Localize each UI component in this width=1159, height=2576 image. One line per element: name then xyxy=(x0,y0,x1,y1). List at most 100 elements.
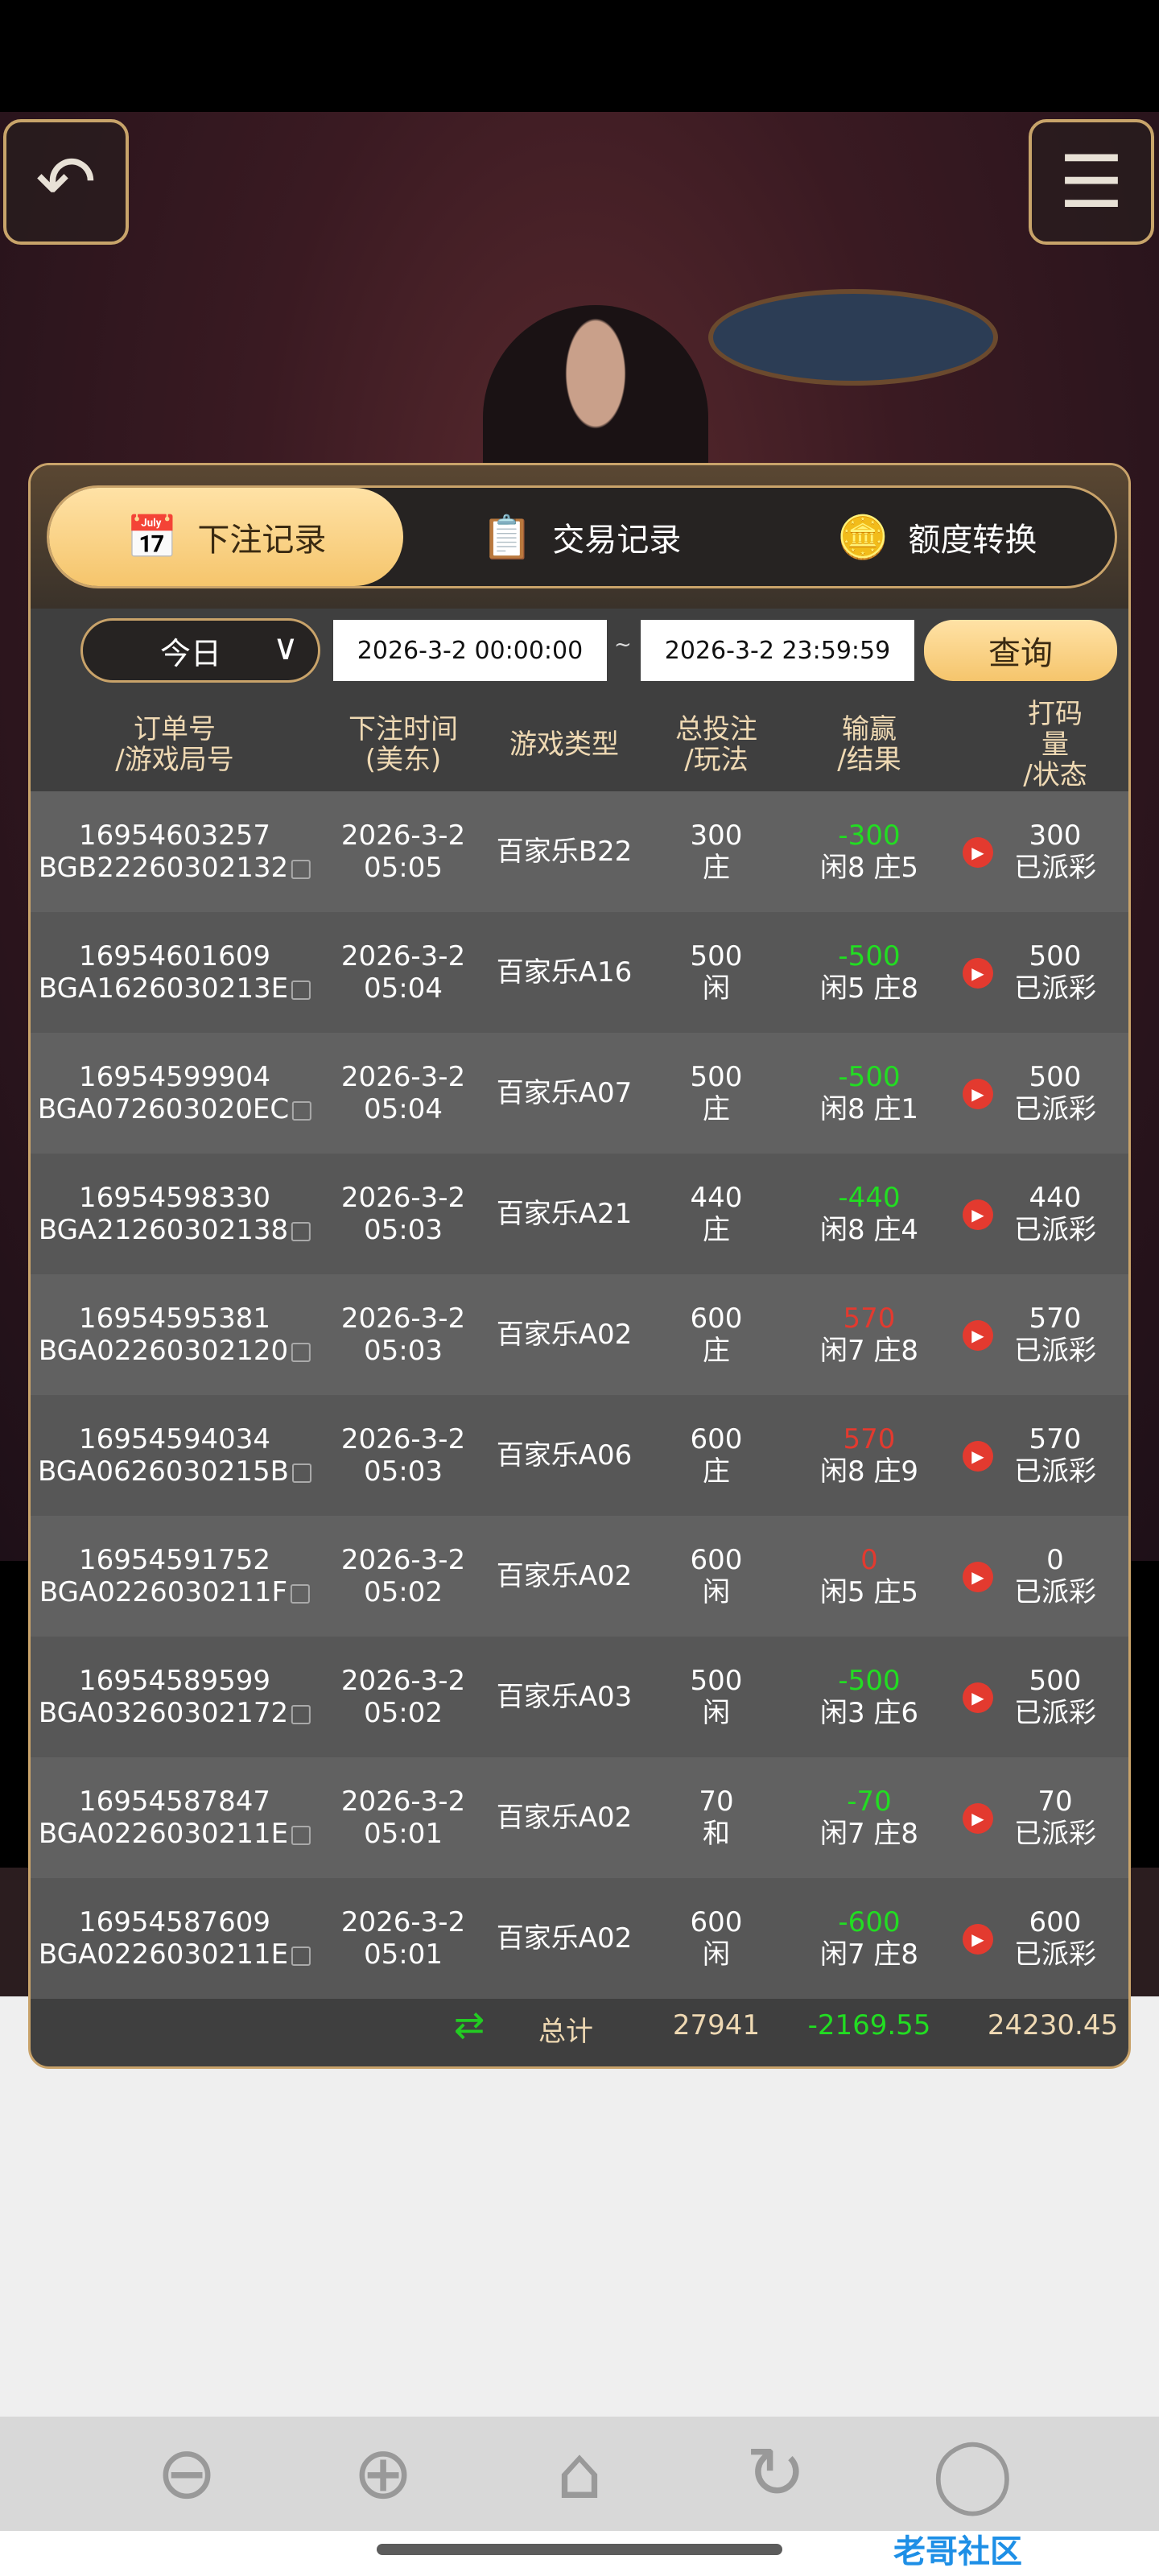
date-range-select[interactable]: 今日 ∨ xyxy=(80,618,320,683)
cell-bet: 600 庄 xyxy=(690,1423,743,1488)
cell-winloss: -500 闲8 庄1 xyxy=(819,1061,919,1125)
copy-icon[interactable] xyxy=(291,1946,311,1966)
play-replay-icon[interactable]: ▶ xyxy=(963,1441,993,1472)
cell-bet: 600 庄 xyxy=(690,1302,743,1367)
bet-records-table: 16954603257 BGB22260302132 2026-3-2 05:05 百家… xyxy=(31,791,1128,1999)
cell-code: 440 已派彩 xyxy=(1014,1182,1096,1246)
tab-credit-transfer[interactable]: 🪙 额度转换 xyxy=(836,513,1037,562)
refresh-arrows-icon[interactable]: ⇄ xyxy=(453,2003,485,2046)
play-replay-icon[interactable]: ▶ xyxy=(963,837,993,868)
cell-date: 2026-3-2 05:02 xyxy=(340,1544,466,1608)
home-icon[interactable]: ⌂ xyxy=(556,2431,603,2516)
cell-game: 百家乐A21 xyxy=(496,1198,633,1230)
copy-icon[interactable] xyxy=(291,1704,311,1724)
cell-date: 2026-3-2 05:04 xyxy=(340,1061,466,1125)
copy-icon[interactable] xyxy=(291,1583,311,1604)
table-row[interactable]: 16954587609 BGA0226030211E 2026-3-2 05:01 百家… xyxy=(31,1878,1128,1999)
forward-circle-icon[interactable]: ⊕ xyxy=(353,2431,414,2516)
play-replay-icon[interactable]: ▶ xyxy=(963,1924,993,1955)
casino-table xyxy=(708,289,998,386)
tab-bar: 📅 下注记录 📋 交易记录 🪙 额度转换 xyxy=(47,485,1117,588)
query-button[interactable]: 查询 xyxy=(924,620,1117,681)
copy-icon[interactable] xyxy=(291,1825,311,1845)
cell-game: 百家乐A03 xyxy=(496,1681,633,1713)
cell-code: 0 已派彩 xyxy=(1014,1544,1096,1608)
cell-winloss: -300 闲8 庄5 xyxy=(819,819,919,884)
cell-date: 2026-3-2 05:01 xyxy=(340,1906,466,1971)
copy-icon[interactable] xyxy=(292,1100,312,1121)
cell-game: 百家乐A02 xyxy=(496,1560,633,1592)
menu-button[interactable]: ☰ xyxy=(1029,119,1154,245)
play-replay-icon[interactable]: ▶ xyxy=(963,1079,993,1109)
tab-transaction-records[interactable]: 📋 交易记录 xyxy=(481,513,682,562)
home-indicator[interactable] xyxy=(377,2544,782,2555)
cell-order: 16954587847 BGA0226030211E xyxy=(39,1757,311,1878)
back-button[interactable]: ↶ xyxy=(3,119,129,245)
back-circle-icon[interactable]: ⊖ xyxy=(156,2431,217,2516)
start-date-input[interactable]: 2026-3-2 00:00:00 xyxy=(333,620,607,681)
cell-bet: 300 庄 xyxy=(690,819,743,884)
undo-arrow-icon: ↶ xyxy=(35,139,97,225)
date-separator: ~ xyxy=(614,633,632,657)
table-row[interactable]: 16954589599 BGA03260302172 2026-3-2 05:02 百家… xyxy=(31,1637,1128,1757)
total-winloss: -2169.55 xyxy=(807,2009,931,2041)
column-header: 下注时间 (美东) xyxy=(349,713,458,776)
chevron-down-icon: ∨ xyxy=(272,627,299,668)
table-row[interactable]: 16954587847 BGA0226030211E 2026-3-2 05:01 百家… xyxy=(31,1757,1128,1878)
column-header: 游戏类型 xyxy=(509,729,619,761)
cell-game: 百家乐A02 xyxy=(496,1319,633,1351)
cell-bet: 600 闲 xyxy=(690,1544,743,1608)
cell-winloss: -500 闲3 庄6 xyxy=(819,1665,919,1729)
column-header: 输赢/结果 xyxy=(837,713,901,776)
cell-code: 570 已派彩 xyxy=(1014,1423,1096,1488)
browser-nav-bar: ⊖ ⊕ ⌂ ↻ ◯ xyxy=(0,2417,1159,2531)
cell-winloss: 0 闲5 庄5 xyxy=(819,1544,919,1608)
cell-bet: 500 闲 xyxy=(690,940,743,1005)
copy-icon[interactable] xyxy=(291,1463,311,1483)
tab-bet-records[interactable]: 📅 下注记录 xyxy=(49,488,403,586)
cell-order: 16954598330 BGA21260302138 xyxy=(39,1154,311,1274)
play-replay-icon[interactable]: ▶ xyxy=(963,958,993,989)
cell-date: 2026-3-2 05:03 xyxy=(340,1423,466,1488)
cell-winloss: 570 闲8 庄9 xyxy=(819,1423,919,1488)
table-row[interactable]: 16954603257 BGB22260302132 2026-3-2 05:05 百家… xyxy=(31,791,1128,912)
table-row[interactable]: 16954601609 BGA1626030213E 2026-3-2 05:04 百家… xyxy=(31,912,1128,1033)
play-replay-icon[interactable]: ▶ xyxy=(963,1803,993,1834)
reload-icon[interactable]: ↻ xyxy=(745,2431,806,2516)
play-replay-icon[interactable]: ▶ xyxy=(963,1562,993,1592)
table-row[interactable]: 16954595381 BGA02260302120 2026-3-2 05:03 百家… xyxy=(31,1274,1128,1395)
total-code: 24230.45 xyxy=(987,2009,1119,2041)
table-row[interactable]: 16954598330 BGA21260302138 2026-3-2 05:03 百家… xyxy=(31,1154,1128,1274)
cell-code: 500 已派彩 xyxy=(1014,1665,1096,1729)
cell-winloss: -440 闲8 庄4 xyxy=(819,1182,919,1246)
play-replay-icon[interactable]: ▶ xyxy=(963,1320,993,1351)
play-replay-icon[interactable]: ▶ xyxy=(963,1199,993,1230)
cell-winloss: -70 闲7 庄8 xyxy=(819,1785,919,1850)
copy-icon[interactable] xyxy=(291,859,311,879)
cell-game: 百家乐B22 xyxy=(496,836,633,868)
cell-bet: 600 闲 xyxy=(690,1906,743,1971)
cell-bet: 440 庄 xyxy=(690,1182,743,1246)
cell-date: 2026-3-2 05:02 xyxy=(340,1665,466,1729)
copy-icon[interactable] xyxy=(291,980,311,1000)
cell-date: 2026-3-2 05:01 xyxy=(340,1785,466,1850)
end-date-input[interactable]: 2026-3-2 23:59:59 xyxy=(641,620,914,681)
copy-icon[interactable] xyxy=(291,1342,311,1362)
cell-date: 2026-3-2 05:03 xyxy=(340,1302,466,1367)
cell-bet: 70 和 xyxy=(699,1785,734,1850)
cell-order: 16954587609 BGA0226030211E xyxy=(39,1878,311,1999)
table-row[interactable]: 16954599904 BGA072603020EC 2026-3-2 05:04 百家… xyxy=(31,1033,1128,1154)
cell-game: 百家乐A06 xyxy=(496,1439,633,1472)
cell-date: 2026-3-2 05:05 xyxy=(340,819,466,884)
play-replay-icon[interactable]: ▶ xyxy=(963,1682,993,1713)
table-row[interactable]: 16954591752 BGA0226030211F 2026-3-2 05:02 百家… xyxy=(31,1516,1128,1637)
cell-code: 300 已派彩 xyxy=(1014,819,1096,884)
cell-order: 16954591752 BGA0226030211F xyxy=(39,1516,311,1637)
cell-bet: 500 庄 xyxy=(690,1061,743,1125)
cell-code: 600 已派彩 xyxy=(1014,1906,1096,1971)
table-row[interactable]: 16954594034 BGA0626030215B 2026-3-2 05:03 百家… xyxy=(31,1395,1128,1516)
copy-icon[interactable] xyxy=(291,1221,311,1241)
cell-winloss: -500 闲5 庄8 xyxy=(819,940,919,1005)
clear-cache-icon[interactable]: ◯ xyxy=(932,2431,1013,2516)
hamburger-menu-icon: ☰ xyxy=(1058,139,1124,225)
